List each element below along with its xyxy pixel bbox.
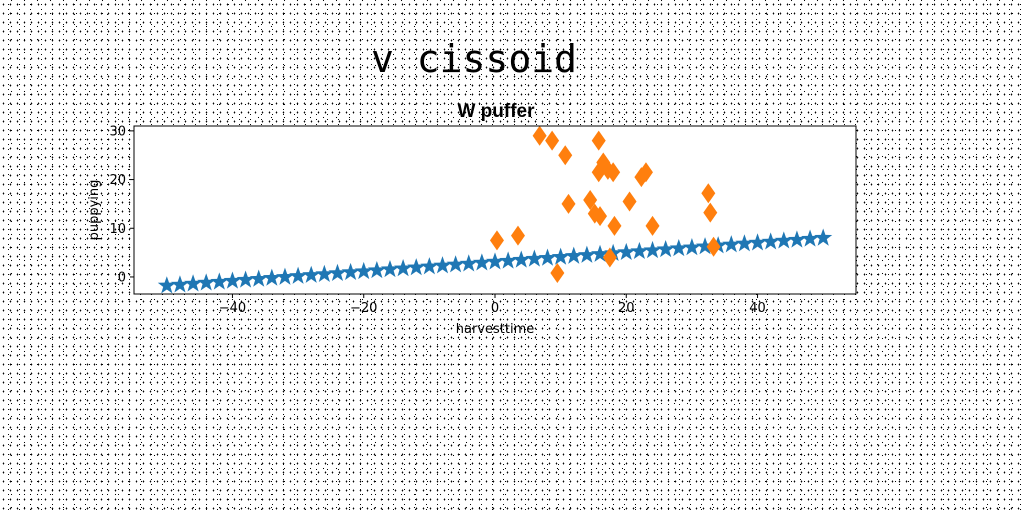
x-tick-label: −40 <box>219 301 246 316</box>
y-tick-label: 10 <box>109 222 126 237</box>
chart-title: W puffer <box>457 101 535 122</box>
x-axis-label: harvesttime <box>456 322 534 337</box>
y-axis-label: puppying <box>87 180 102 241</box>
y-tick-label: 20 <box>109 173 126 188</box>
x-tick-label: 0 <box>491 301 499 316</box>
x-tick-label: 40 <box>749 301 766 316</box>
figure-suptitle: v cissoid <box>371 37 577 81</box>
plot-area <box>134 126 856 294</box>
x-tick-label: −20 <box>350 301 377 316</box>
y-tick-label: 30 <box>109 124 126 139</box>
y-tick-label: 0 <box>118 270 126 285</box>
x-tick-label: 20 <box>618 301 635 316</box>
